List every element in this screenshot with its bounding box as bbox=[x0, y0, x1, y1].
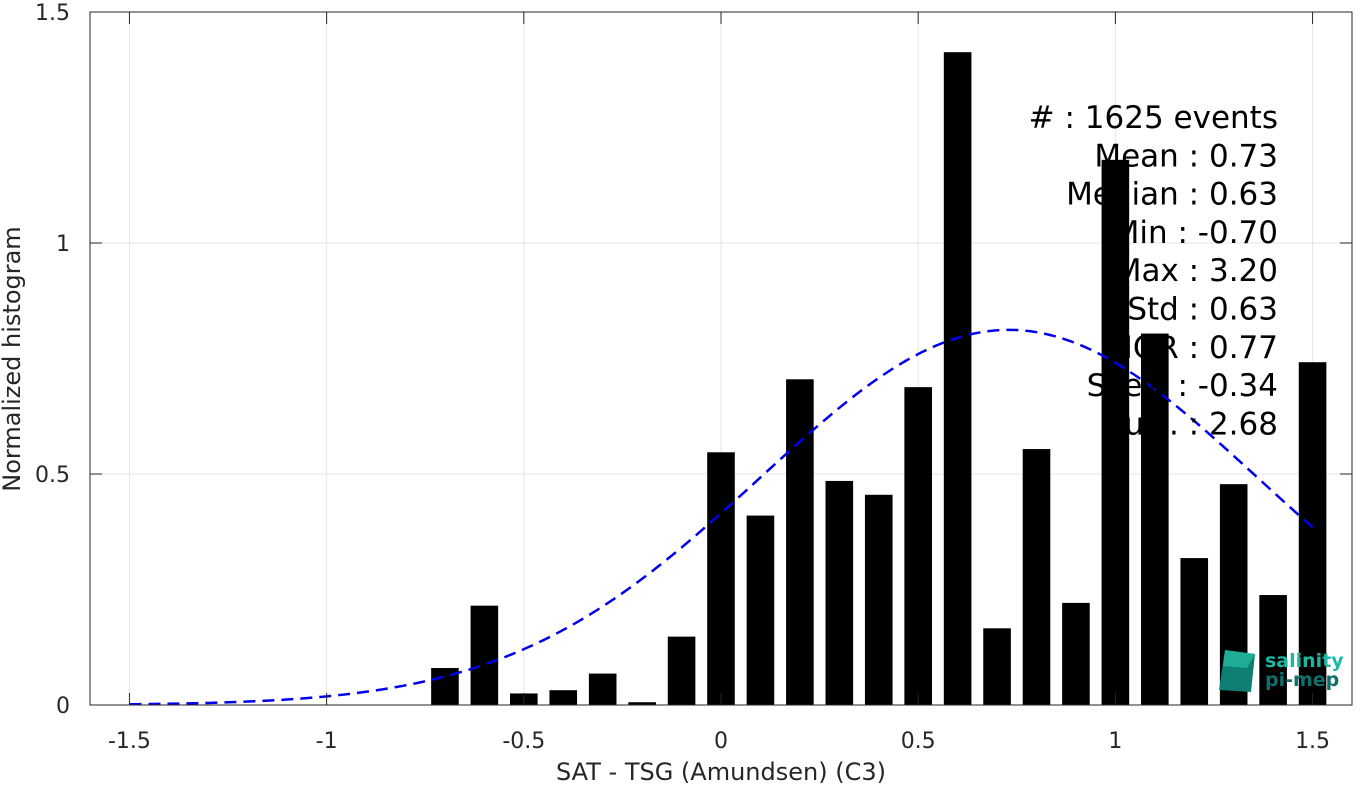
stats-line: IQR : 0.77 bbox=[1124, 330, 1278, 366]
histogram-bar bbox=[707, 452, 735, 705]
stats-line: Median : 0.63 bbox=[1066, 177, 1278, 213]
histogram-bar bbox=[1298, 362, 1327, 705]
salinity-pimep-logo: salinity pi-mep bbox=[1219, 650, 1344, 692]
histogram-bars bbox=[431, 52, 1327, 706]
histogram-bar bbox=[943, 52, 972, 706]
stats-line: Max : 3.20 bbox=[1115, 253, 1278, 289]
logo-line-2: pi-mep bbox=[1265, 669, 1339, 691]
x-axis-title: SAT - TSG (Amundsen) (C3) bbox=[556, 758, 886, 785]
histogram-bar bbox=[549, 690, 578, 705]
logo-cube-facet-icon bbox=[1223, 650, 1255, 668]
x-tick-label: 0 bbox=[714, 729, 728, 754]
y-tick-labels: 0 0.5 1 1.5 bbox=[35, 1, 70, 719]
stats-line: Skew : -0.34 bbox=[1087, 368, 1278, 404]
y-tick-label: 1 bbox=[56, 232, 70, 257]
x-tick-label: -1 bbox=[316, 729, 338, 754]
x-tick-label: 0.5 bbox=[901, 729, 936, 754]
histogram-bar bbox=[864, 494, 893, 705]
histogram-bar bbox=[1101, 159, 1130, 706]
histogram-bar bbox=[1180, 558, 1209, 705]
y-axis-title: Normalized histogram bbox=[0, 226, 26, 491]
x-tick-label: 1 bbox=[1108, 729, 1122, 754]
stats-line: Mean : 0.73 bbox=[1094, 138, 1278, 174]
histogram-bar bbox=[628, 702, 656, 705]
histogram-bar bbox=[1259, 595, 1287, 705]
logo-line-1: salinity bbox=[1265, 650, 1344, 672]
histogram-bar bbox=[746, 515, 775, 705]
histogram-bar bbox=[1062, 602, 1090, 705]
histogram-bar bbox=[470, 605, 499, 705]
histogram-bar bbox=[667, 636, 696, 705]
y-tick-label: 1.5 bbox=[35, 1, 70, 26]
stats-line: # : 1625 events bbox=[1029, 100, 1278, 136]
stats-line: Min : -0.70 bbox=[1113, 215, 1278, 251]
x-tick-label: -0.5 bbox=[502, 729, 545, 754]
histogram-bar bbox=[904, 387, 932, 705]
x-tick-labels: -1.5 -1 -0.5 0 0.5 1 1.5 bbox=[108, 729, 1330, 754]
histogram-bar bbox=[786, 379, 814, 705]
y-tick-label: 0 bbox=[56, 694, 70, 719]
x-tick-label: -1.5 bbox=[108, 729, 151, 754]
histogram-bar bbox=[825, 480, 854, 705]
x-tick-label: 1.5 bbox=[1295, 729, 1330, 754]
y-tick-label: 0.5 bbox=[35, 463, 70, 488]
histogram-bar bbox=[983, 628, 1011, 705]
stats-line: Std : 0.63 bbox=[1127, 292, 1278, 328]
stats-line: Kurt. : 2.68 bbox=[1106, 406, 1278, 442]
histogram-bar bbox=[588, 673, 617, 705]
axes bbox=[89, 11, 1353, 706]
histogram-bar bbox=[1022, 449, 1051, 705]
